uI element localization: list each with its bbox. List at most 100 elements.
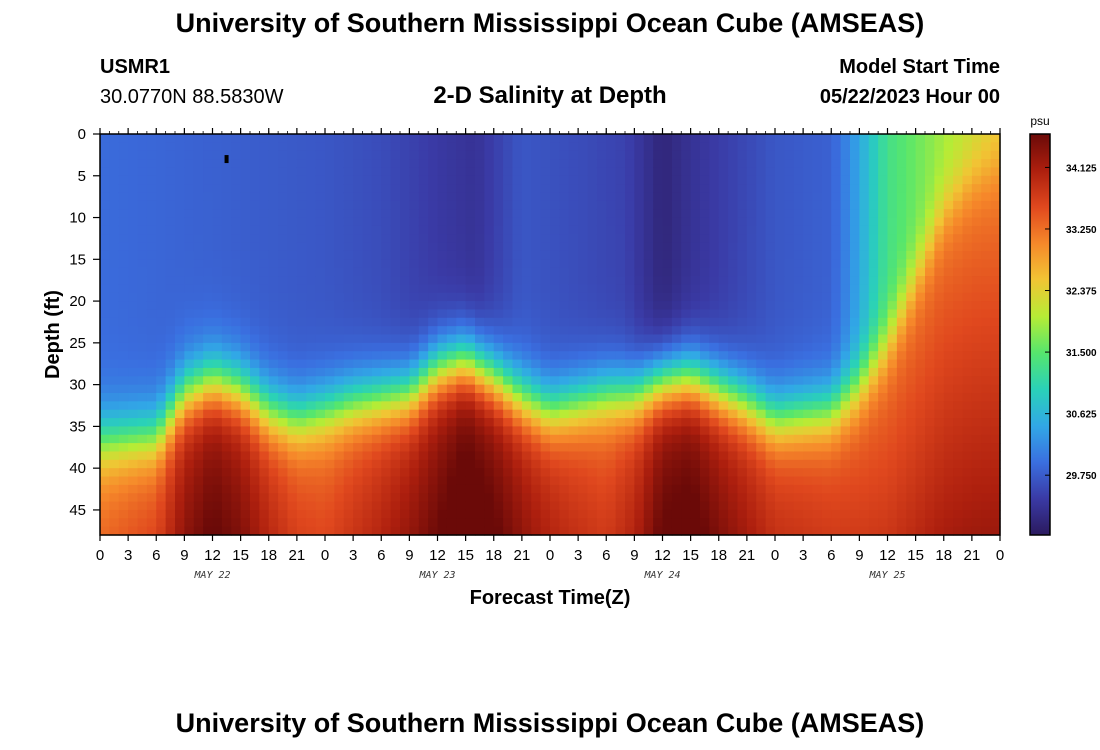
heatmap-cell	[259, 342, 270, 352]
heatmap-cell	[587, 342, 598, 352]
heatmap-cell	[212, 225, 223, 235]
heatmap-cell	[512, 184, 523, 194]
heatmap-cell	[503, 217, 514, 227]
heatmap-cell	[109, 276, 120, 285]
heatmap-cell	[803, 384, 814, 394]
heatmap-cell	[700, 526, 710, 536]
heatmap-cell	[775, 359, 785, 369]
heatmap-cell	[728, 184, 739, 194]
heatmap-cell	[418, 309, 429, 319]
heatmap-cell	[278, 434, 289, 444]
heatmap-cell	[156, 509, 167, 519]
heatmap-cell	[475, 184, 485, 194]
heatmap-cell	[746, 267, 757, 277]
heatmap-cell	[896, 384, 907, 394]
heatmap-cell	[906, 309, 917, 319]
heatmap-cell	[671, 175, 682, 185]
heatmap-cell	[146, 501, 157, 511]
heatmap-cell	[990, 468, 1001, 478]
heatmap-cell	[587, 426, 598, 436]
heatmap-cell	[503, 342, 514, 352]
heatmap-cell	[925, 392, 935, 402]
heatmap-cell	[165, 526, 176, 536]
heatmap-cell	[981, 418, 992, 427]
heatmap-cell	[831, 309, 842, 319]
heatmap-cell	[634, 292, 645, 302]
heatmap-cell	[203, 426, 214, 436]
heatmap-cell	[690, 159, 701, 169]
heatmap-cell	[765, 317, 776, 327]
heatmap-cell	[221, 484, 232, 494]
heatmap-cell	[990, 476, 1001, 486]
heatmap-cell	[812, 392, 823, 402]
heatmap-cell	[353, 434, 364, 444]
heatmap-cell	[728, 292, 739, 302]
heatmap-cell	[315, 276, 326, 285]
heatmap-cell	[550, 242, 560, 252]
heatmap-cell	[606, 367, 617, 377]
heatmap-cell	[193, 134, 204, 143]
heatmap-cell	[653, 284, 664, 294]
heatmap-cell	[746, 159, 757, 169]
heatmap-cell	[775, 217, 785, 227]
heatmap-cell	[409, 184, 420, 194]
heatmap-cell	[353, 134, 364, 143]
heatmap-cell	[615, 175, 626, 185]
heatmap-cell	[812, 526, 823, 536]
heatmap-cell	[362, 351, 373, 361]
heatmap-cell	[531, 493, 542, 503]
y-tick-label: 10	[69, 210, 86, 227]
heatmap-cell	[615, 392, 626, 402]
heatmap-cell	[306, 418, 317, 427]
heatmap-cell	[400, 459, 410, 469]
heatmap-cell	[409, 434, 420, 444]
heatmap-cell	[728, 159, 739, 169]
heatmap-cell	[671, 242, 682, 252]
heatmap-cell	[446, 259, 457, 269]
heatmap-cell	[315, 334, 326, 344]
heatmap-cell	[550, 234, 560, 244]
heatmap-cell	[896, 209, 907, 219]
heatmap-cell	[503, 234, 514, 244]
heatmap-cell	[400, 384, 410, 394]
heatmap-cell	[296, 376, 307, 386]
heatmap-cell	[175, 392, 185, 402]
heatmap-cell	[475, 451, 485, 461]
heatmap-cell	[287, 326, 298, 336]
heatmap-cell	[109, 384, 120, 394]
heatmap-cell	[765, 451, 776, 461]
heatmap-cell	[915, 351, 926, 361]
heatmap-cell	[728, 359, 739, 369]
heatmap-cell	[475, 242, 485, 252]
heatmap-cell	[268, 142, 279, 152]
heatmap-cell	[456, 501, 467, 511]
heatmap-cell	[971, 159, 982, 169]
heatmap-cell	[381, 359, 392, 369]
heatmap-cell	[231, 292, 242, 302]
heatmap-cell	[268, 376, 279, 386]
heatmap-cell	[428, 309, 439, 319]
heatmap-cell	[756, 209, 767, 219]
heatmap-cell	[934, 184, 945, 194]
heatmap-cell	[278, 459, 289, 469]
heatmap-cell	[868, 526, 879, 536]
heatmap-cell	[671, 501, 682, 511]
heatmap-cell	[906, 175, 917, 185]
heatmap-cell	[700, 242, 710, 252]
heatmap-cell	[165, 326, 176, 336]
heatmap-cell	[325, 184, 335, 194]
heatmap-cell	[221, 284, 232, 294]
heatmap-cell	[446, 209, 457, 219]
heatmap-cell	[793, 150, 804, 160]
heatmap-cell	[643, 209, 654, 219]
heatmap-cell	[634, 134, 645, 143]
heatmap-cell	[315, 409, 326, 419]
heatmap-cell	[915, 367, 926, 377]
heatmap-cell	[568, 518, 579, 528]
heatmap-cell	[953, 418, 964, 427]
heatmap-cell	[371, 509, 382, 519]
heatmap-cell	[868, 134, 879, 143]
heatmap-cell	[446, 326, 457, 336]
heatmap-cell	[784, 392, 795, 402]
heatmap-cell	[531, 418, 542, 427]
